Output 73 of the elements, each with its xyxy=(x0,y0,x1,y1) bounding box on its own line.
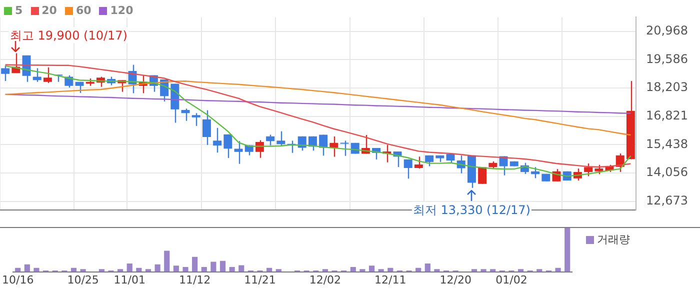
candlestick xyxy=(234,140,243,164)
x-tick-label: 10/16 xyxy=(2,273,34,286)
x-tick-label: 01/02 xyxy=(496,273,528,286)
bar xyxy=(145,269,152,272)
bar xyxy=(276,269,282,272)
legend-label: 거래량 xyxy=(596,232,630,247)
x-tick-label: 12/11 xyxy=(374,273,406,286)
legend-label: 60 xyxy=(74,4,92,17)
candlestick xyxy=(340,140,349,156)
bar xyxy=(360,269,366,272)
candlestick xyxy=(202,110,211,146)
bar xyxy=(322,269,328,272)
candlestick xyxy=(43,66,52,84)
bar xyxy=(164,250,170,272)
candlestick xyxy=(584,162,593,177)
bar xyxy=(201,266,207,272)
bar xyxy=(98,269,104,272)
bar xyxy=(24,264,30,272)
bar xyxy=(424,263,430,272)
candlestick xyxy=(594,164,604,175)
bar xyxy=(154,264,160,272)
bar xyxy=(118,269,124,272)
candlestick xyxy=(266,134,275,146)
x-tick-label: 11/21 xyxy=(244,273,276,286)
bar xyxy=(220,260,226,272)
candlestick xyxy=(276,130,286,147)
x-tick-label: 11/01 xyxy=(114,273,146,286)
x-tick-label: 12/20 xyxy=(440,273,472,286)
legend-label: 5 xyxy=(14,4,23,17)
bar xyxy=(434,269,440,272)
candlestick xyxy=(213,127,222,154)
bar xyxy=(564,228,570,272)
annotation: 최저 13,330 (12/17) xyxy=(412,202,530,217)
bar xyxy=(80,269,86,272)
bar xyxy=(490,269,496,272)
bar xyxy=(350,266,356,272)
y-tick-label: 16,821 xyxy=(646,108,688,122)
legend-label: 120 xyxy=(109,4,134,17)
x-tick-label: 12/02 xyxy=(309,273,342,286)
bar xyxy=(173,266,179,272)
candlestick xyxy=(1,64,10,82)
bar xyxy=(555,268,561,272)
bar xyxy=(480,269,486,272)
candlestick xyxy=(192,112,200,127)
candlestick xyxy=(32,68,42,82)
y-tick-label: 15,438 xyxy=(646,136,688,151)
bar xyxy=(34,268,40,272)
bar xyxy=(378,269,384,272)
candlestick xyxy=(224,134,232,159)
y-tick-label: 20,968 xyxy=(646,24,688,38)
y-tick-label: 18,203 xyxy=(646,80,688,94)
bar xyxy=(238,265,244,272)
bar xyxy=(229,266,235,272)
y-tick-label: 19,586 xyxy=(646,52,688,66)
candlestick xyxy=(404,158,412,180)
x-tick-label: 11/12 xyxy=(178,273,211,286)
bar xyxy=(210,262,216,272)
bar xyxy=(182,266,188,272)
x-tick-label: 10/25 xyxy=(67,273,99,286)
y-tick-label: 12,673 xyxy=(646,193,688,208)
bar xyxy=(536,269,542,272)
bar xyxy=(518,269,524,272)
annotation: 최고 19,900 (10/17) xyxy=(10,28,128,42)
y-tick-label: 14,056 xyxy=(646,165,688,180)
candlestick xyxy=(319,134,328,156)
candlestick xyxy=(478,166,487,184)
bar xyxy=(368,266,375,272)
candlestick xyxy=(181,108,190,122)
bar xyxy=(471,269,478,272)
bar xyxy=(192,256,198,272)
bar xyxy=(126,263,132,272)
candlestick xyxy=(414,156,423,170)
legend-label: 20 xyxy=(40,4,57,17)
